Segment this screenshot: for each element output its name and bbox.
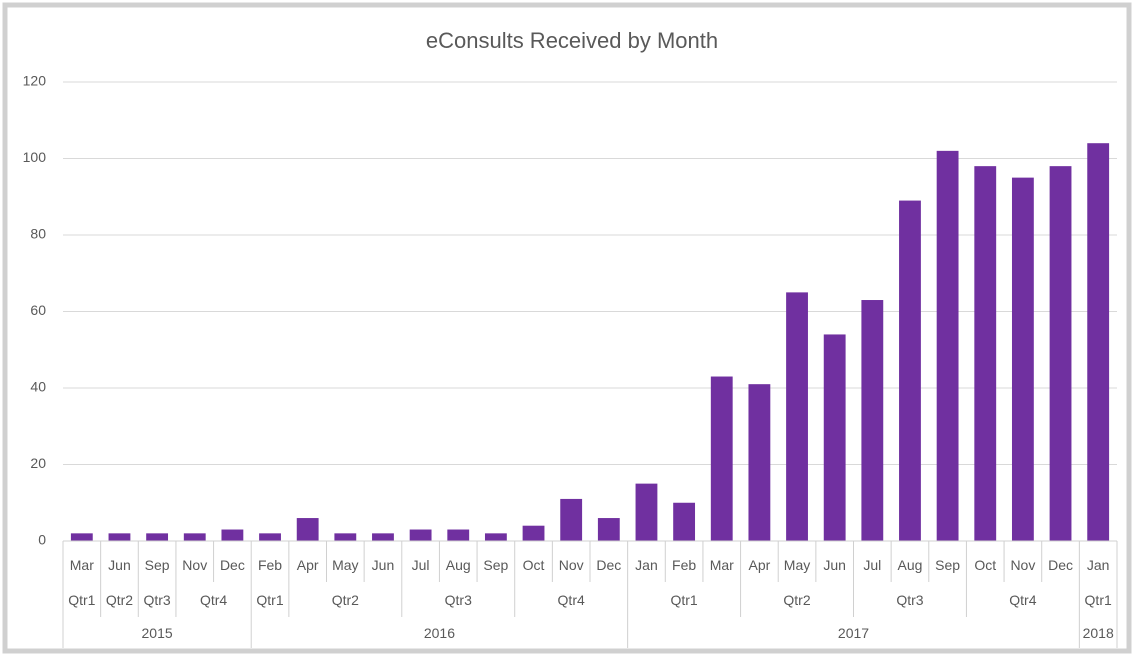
- x-tick-label: May: [332, 557, 358, 573]
- bar: [748, 384, 771, 541]
- year-label: 2016: [424, 625, 455, 641]
- x-tick-label: Apr: [297, 557, 319, 573]
- quarter-label: Qtr1: [670, 592, 697, 608]
- bar: [899, 200, 921, 541]
- x-tick-label: Dec: [220, 557, 245, 573]
- bar: [1049, 166, 1072, 541]
- bar: [409, 529, 432, 541]
- bar: [447, 529, 470, 541]
- x-tick-label: Sep: [935, 557, 960, 573]
- x-tick-label: Jan: [635, 557, 658, 573]
- x-tick-label: Oct: [974, 557, 996, 573]
- bar: [786, 292, 808, 541]
- quarter-label: Qtr4: [1009, 592, 1036, 608]
- bar: [1011, 177, 1034, 541]
- x-tick-label: Nov: [182, 557, 207, 573]
- bar: [673, 502, 696, 541]
- bar: [710, 376, 733, 541]
- quarter-label: Qtr2: [332, 592, 359, 608]
- bar: [372, 533, 394, 541]
- quarter-label: Qtr1: [1085, 592, 1112, 608]
- bar: [560, 498, 583, 541]
- bar: [635, 483, 658, 541]
- y-tick-label: 0: [38, 532, 46, 548]
- x-tick-label: Mar: [710, 557, 734, 573]
- quarter-label: Qtr1: [256, 592, 283, 608]
- bar: [974, 166, 997, 541]
- x-tick-label: Feb: [672, 557, 696, 573]
- year-label: 2015: [142, 625, 173, 641]
- x-tick-label: Jul: [412, 557, 430, 573]
- quarter-label: Qtr2: [106, 592, 133, 608]
- x-tick-label: Sep: [483, 557, 508, 573]
- bar: [70, 533, 93, 541]
- x-tick-label: Jun: [823, 557, 846, 573]
- x-tick-label: Nov: [559, 557, 584, 573]
- bar: [221, 529, 244, 541]
- y-tick-label: 120: [23, 73, 47, 89]
- bar: [259, 533, 281, 541]
- quarter-label: Qtr4: [558, 592, 585, 608]
- chart-title: eConsults Received by Month: [426, 28, 718, 53]
- bar: [597, 518, 620, 541]
- x-tick-label: Aug: [898, 557, 923, 573]
- x-tick-label: Nov: [1010, 557, 1035, 573]
- bar: [484, 533, 507, 541]
- quarter-label: Qtr2: [783, 592, 810, 608]
- bar: [936, 150, 959, 541]
- bar: [108, 533, 131, 541]
- x-tick-label: Mar: [70, 557, 94, 573]
- y-tick-label: 20: [30, 455, 46, 471]
- y-tick-label: 80: [30, 226, 46, 242]
- quarter-label: Qtr1: [68, 592, 95, 608]
- quarter-label: Qtr4: [200, 592, 227, 608]
- bar: [522, 525, 545, 541]
- quarter-label: Qtr3: [896, 592, 923, 608]
- year-label: 2017: [838, 625, 869, 641]
- bar: [823, 334, 846, 541]
- x-tick-label: Dec: [596, 557, 621, 573]
- x-tick-label: Feb: [258, 557, 282, 573]
- x-tick-label: Dec: [1048, 557, 1073, 573]
- x-tick-label: Aug: [446, 557, 471, 573]
- x-tick-label: Apr: [748, 557, 770, 573]
- bar: [183, 533, 206, 541]
- x-tick-label: Jan: [1087, 557, 1110, 573]
- y-tick-label: 60: [30, 302, 46, 318]
- y-tick-label: 100: [23, 149, 47, 165]
- bar: [296, 518, 319, 541]
- year-label: 2018: [1083, 625, 1114, 641]
- x-tick-label: Jun: [108, 557, 131, 573]
- quarter-label: Qtr3: [143, 592, 170, 608]
- bar: [861, 300, 884, 541]
- x-tick-label: Jun: [372, 557, 395, 573]
- x-tick-label: May: [784, 557, 810, 573]
- x-tick-label: Jul: [863, 557, 881, 573]
- x-tick-label: Oct: [523, 557, 545, 573]
- y-tick-label: 40: [30, 379, 46, 395]
- bar: [1087, 143, 1110, 541]
- bar: [334, 533, 357, 541]
- x-tick-label: Sep: [145, 557, 170, 573]
- quarter-label: Qtr3: [445, 592, 472, 608]
- bar: [146, 533, 169, 541]
